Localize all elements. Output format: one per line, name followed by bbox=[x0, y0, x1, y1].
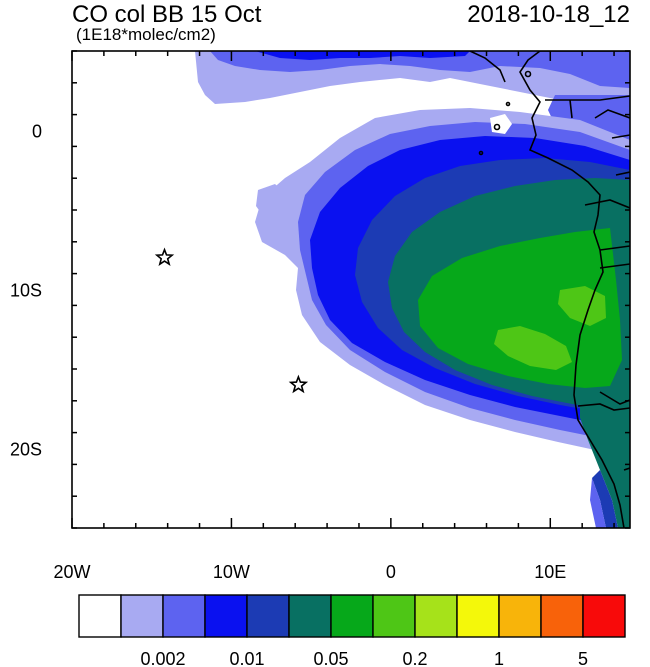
colorbar-label: 0.002 bbox=[140, 649, 185, 667]
colorbar-labels: 0.002 0.01 0.05 0.2 1 5 bbox=[140, 649, 588, 667]
x-tick-label: 0 bbox=[386, 562, 396, 582]
colorbar-swatch bbox=[414, 594, 458, 638]
plume-core-green bbox=[418, 228, 622, 388]
axis-tick-labels: 20W 10W 0 10E 0 10S 20S bbox=[10, 122, 566, 583]
colorbar-label: 5 bbox=[578, 649, 588, 667]
border-line-8 bbox=[611, 134, 630, 139]
colorbar-swatch bbox=[582, 594, 626, 638]
border-line-1 bbox=[545, 95, 630, 101]
gulf-coast-segment bbox=[469, 51, 506, 83]
colorbar-swatch bbox=[330, 594, 374, 638]
y-tick-label: 20S bbox=[10, 440, 42, 460]
x-tick-label: 10E bbox=[534, 562, 566, 582]
plume-south-tail-edge bbox=[592, 470, 618, 528]
border-line-11 bbox=[623, 467, 630, 471]
colorbar-label: 1 bbox=[494, 649, 504, 667]
coastline-layer bbox=[469, 51, 630, 528]
plume-core-lightgreen-2 bbox=[558, 286, 606, 326]
island-annobon bbox=[478, 150, 484, 156]
colorbar bbox=[78, 594, 626, 638]
colorbar-swatch bbox=[204, 594, 248, 638]
map-datetime: 2018-10-18_12 bbox=[467, 1, 630, 28]
plume-core-lightgreen bbox=[494, 326, 572, 370]
star-marker-st-helena bbox=[154, 247, 175, 267]
colorbar-swatch bbox=[540, 594, 584, 638]
border-line-2 bbox=[569, 99, 573, 119]
x-tick-label: 20W bbox=[53, 562, 90, 582]
island-principe bbox=[505, 101, 511, 107]
colorbar-label: 0.05 bbox=[313, 649, 348, 667]
plume-west-patch bbox=[256, 184, 288, 220]
co-plume-layer bbox=[195, 51, 630, 528]
map-units: (1E18*molec/cm2) bbox=[76, 25, 216, 44]
map-title: CO col BB 15 Oct bbox=[72, 1, 262, 28]
africa-coastline bbox=[519, 51, 630, 528]
colorbar-swatch bbox=[288, 594, 332, 638]
y-tick-label: 10S bbox=[10, 281, 42, 301]
x-tick-label: 10W bbox=[213, 562, 250, 582]
axis-ticks bbox=[71, 50, 630, 529]
colorbar-swatch bbox=[498, 594, 542, 638]
island-sao-tome bbox=[493, 123, 501, 131]
border-line-10 bbox=[599, 263, 630, 269]
y-tick-label: 0 bbox=[32, 122, 42, 142]
colorbar-swatch bbox=[162, 594, 206, 638]
border-line-4 bbox=[584, 199, 630, 209]
plume-north-band-mid bbox=[210, 51, 630, 88]
colorbar-label: 0.2 bbox=[402, 649, 427, 667]
colorbar-swatch bbox=[78, 594, 122, 638]
colorbar-label: 0.01 bbox=[229, 649, 264, 667]
star-marker-ascension bbox=[288, 374, 309, 394]
border-line-9 bbox=[615, 171, 630, 176]
plot-frame bbox=[71, 50, 631, 529]
colorbar-swatch bbox=[120, 594, 164, 638]
island-bioko bbox=[524, 70, 532, 78]
border-line-5 bbox=[599, 245, 630, 251]
border-line-7 bbox=[577, 403, 630, 411]
colorbar-swatch bbox=[372, 594, 416, 638]
colorbar-swatch bbox=[246, 594, 290, 638]
colorbar-swatch bbox=[456, 594, 500, 638]
plume-south-tail-edge-2 bbox=[590, 478, 606, 528]
plume-north-band-dark bbox=[255, 51, 470, 60]
border-line-3 bbox=[594, 109, 630, 119]
star-markers bbox=[154, 247, 309, 394]
